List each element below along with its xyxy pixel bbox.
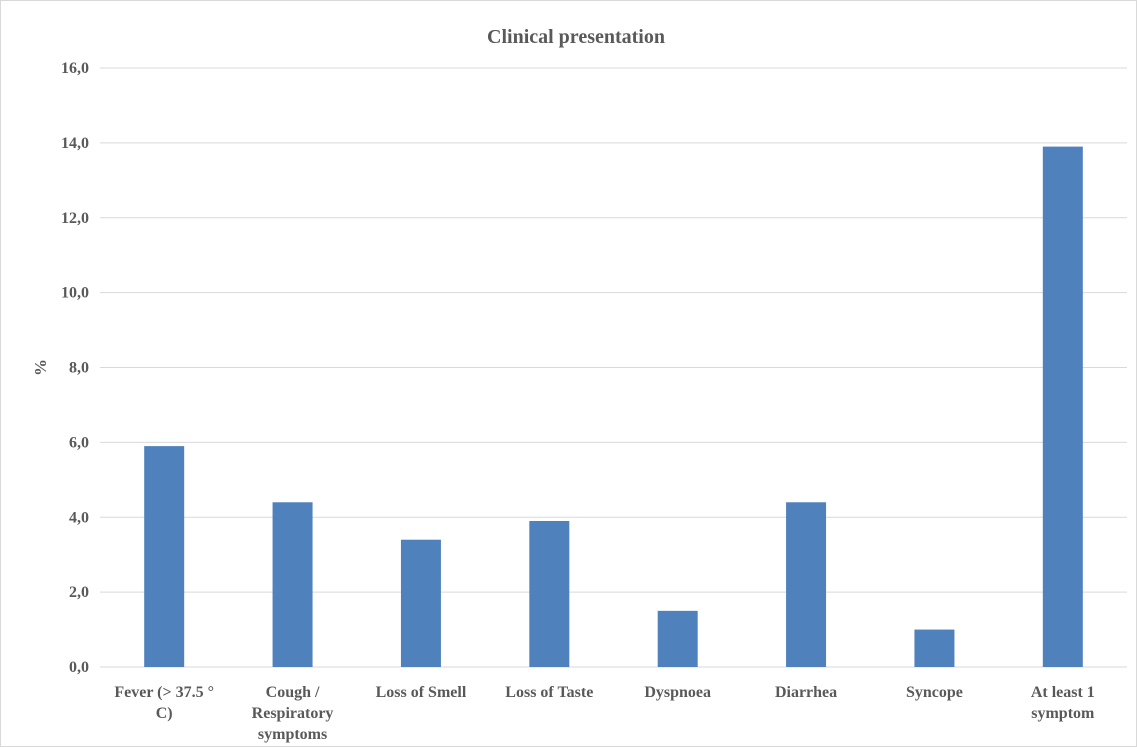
bar (786, 502, 827, 667)
x-tick-label: Loss of Smell (376, 684, 467, 701)
bars (144, 146, 1083, 667)
x-tick-label: Dyspnoea (644, 684, 711, 701)
y-tick-label: 0,0 (69, 659, 89, 676)
x-tick-label: Loss of Taste (505, 684, 593, 701)
x-tick-label: Cough / Respiratory symptoms (252, 684, 334, 743)
x-tick-label: Diarrhea (775, 684, 837, 701)
bar (529, 520, 570, 667)
bar (272, 502, 313, 667)
y-axis-title: % (31, 359, 50, 376)
y-tick-label: 12,0 (61, 210, 89, 227)
y-tick-label: 2,0 (69, 584, 89, 601)
y-tick-label: 6,0 (69, 434, 89, 451)
bar (144, 446, 185, 667)
gridlines (100, 67, 1127, 668)
y-tick-label: 4,0 (69, 509, 89, 526)
y-tick-label: 14,0 (61, 135, 89, 152)
x-axis-labels: Fever (> 37.5 ° C) Cough / Respiratory sympt… (114, 684, 1095, 743)
y-tick-label: 10,0 (61, 285, 89, 302)
bar (400, 539, 441, 667)
x-tick-label: At least 1 symptom (1031, 684, 1095, 722)
y-tick-label: 16,0 (61, 60, 89, 77)
y-tick-label: 8,0 (69, 360, 89, 377)
chart-title: Clinical presentation (487, 26, 665, 48)
y-axis-ticks: 0,0 2,0 4,0 6,0 8,0 10,0 12,0 14,0 16,0 (61, 60, 89, 676)
bar (914, 629, 955, 667)
x-tick-label: Syncope (906, 684, 963, 701)
x-tick-label: Fever (> 37.5 ° C) (114, 684, 214, 722)
bar (657, 610, 698, 667)
bar (1042, 146, 1083, 667)
